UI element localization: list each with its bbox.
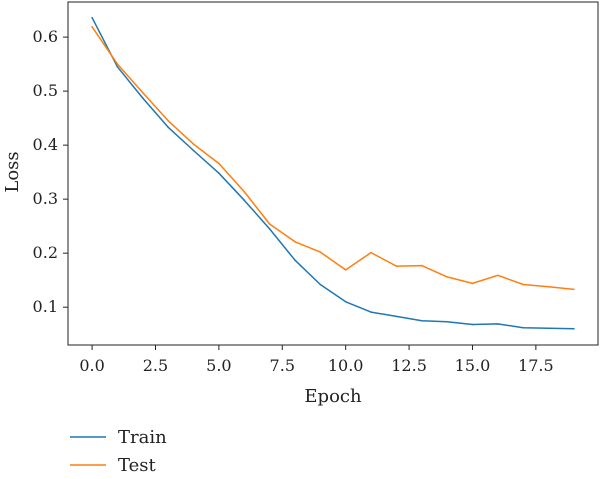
data-point-train xyxy=(218,172,220,174)
data-point-train xyxy=(142,97,144,99)
data-point-train xyxy=(497,323,499,325)
data-point-train xyxy=(395,315,398,318)
data-point-train xyxy=(167,126,169,129)
data-point-test xyxy=(294,241,296,243)
data-point-test xyxy=(522,283,524,286)
data-point-test xyxy=(395,265,398,267)
data-point-test xyxy=(167,120,169,122)
y-tick-label: 0.3 xyxy=(33,189,58,208)
legend-label-test: Test xyxy=(118,455,156,476)
data-point-train xyxy=(344,301,347,303)
data-point-test xyxy=(497,274,499,277)
data-point-test xyxy=(370,251,372,254)
y-tick-label: 0.2 xyxy=(33,243,58,262)
x-tick-label: 2.5 xyxy=(143,356,168,375)
data-point-train xyxy=(446,321,448,323)
data-point-train xyxy=(243,199,245,201)
data-point-train xyxy=(116,66,119,68)
y-tick-label: 0.1 xyxy=(33,297,58,316)
data-point-train xyxy=(471,323,474,326)
y-tick-label: 0.6 xyxy=(33,27,58,46)
data-point-test xyxy=(142,91,144,94)
series-lines xyxy=(91,16,575,330)
data-point-test xyxy=(547,285,550,288)
y-axis-ticks: 0.1 0.2 0.3 0.4 0.5 0.6 xyxy=(33,27,68,316)
data-point-test xyxy=(319,251,322,253)
x-tick-label: 0.0 xyxy=(79,356,104,375)
x-axis-ticks: 0.0 2.5 5.0 7.5 10.0 12.5 15.0 17.5 xyxy=(79,345,554,375)
x-tick-label: 12.5 xyxy=(391,356,427,375)
data-point-test xyxy=(218,162,220,165)
data-point-train xyxy=(192,149,195,152)
series-line-train xyxy=(91,17,574,330)
x-tick-label: 5.0 xyxy=(206,356,231,375)
x-tick-label: 10.0 xyxy=(328,356,364,375)
data-point-test xyxy=(471,282,474,285)
data-point-test xyxy=(344,269,347,271)
data-point-train xyxy=(573,328,575,330)
data-point-train xyxy=(294,259,296,262)
data-point-test xyxy=(446,276,448,278)
y-tick-label: 0.4 xyxy=(33,135,58,154)
data-point-train xyxy=(268,228,271,230)
data-point-train xyxy=(547,327,550,330)
data-point-train xyxy=(522,326,524,329)
data-point-test xyxy=(91,26,93,28)
data-point-train xyxy=(319,283,322,286)
data-point-test xyxy=(573,288,575,291)
legend-label-train: Train xyxy=(118,427,167,448)
x-tick-label: 7.5 xyxy=(270,356,295,375)
y-axis-label: Loss xyxy=(2,151,23,192)
x-tick-label: 15.0 xyxy=(455,356,491,375)
legend: Train Test xyxy=(70,427,167,476)
data-point-train xyxy=(421,319,423,322)
data-point-test xyxy=(192,143,195,145)
series-line-test xyxy=(91,26,574,291)
data-point-train xyxy=(91,16,93,19)
data-point-test xyxy=(243,190,245,193)
data-point-test xyxy=(116,63,119,65)
x-axis-label: Epoch xyxy=(304,386,362,407)
y-tick-label: 0.5 xyxy=(33,81,58,100)
data-point-train xyxy=(370,311,372,313)
plot-frame xyxy=(67,1,599,346)
data-point-test xyxy=(268,223,271,225)
data-point-test xyxy=(421,264,423,267)
x-tick-label: 17.5 xyxy=(518,356,554,375)
